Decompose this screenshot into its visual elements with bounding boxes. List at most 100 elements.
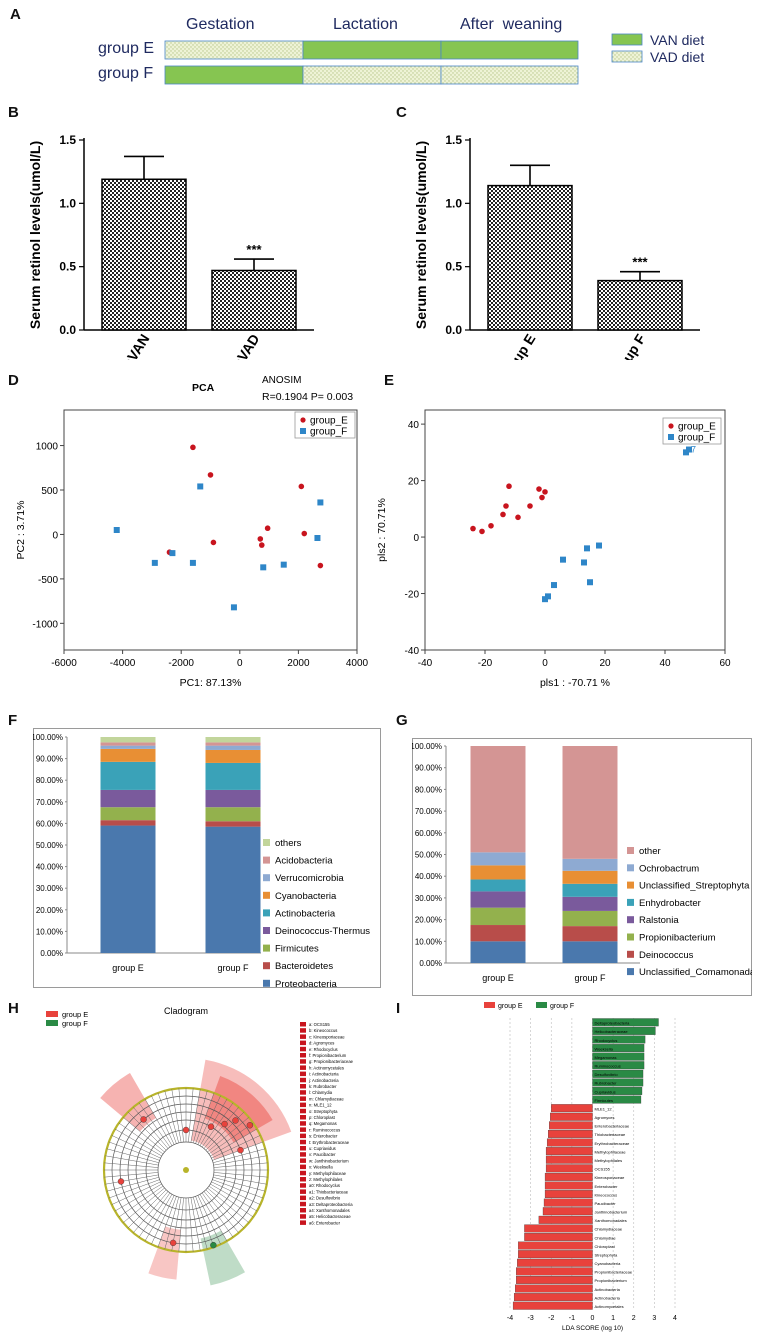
y-tick-label: 0.5 bbox=[445, 260, 462, 274]
segment-Acidobacteria bbox=[100, 742, 156, 746]
key-label: k: Rubrobacter bbox=[309, 1084, 337, 1089]
key-label: a2: Desulfovibrio bbox=[309, 1196, 341, 1201]
lda-bar-label: MLE1_12 bbox=[595, 1106, 613, 1111]
point-group_E bbox=[488, 522, 494, 529]
key-label: a6: Enterobacter bbox=[309, 1220, 341, 1225]
cladogram-branch bbox=[178, 1197, 184, 1252]
lda-bar bbox=[592, 1052, 645, 1061]
segment-others bbox=[205, 737, 261, 743]
y-tick-label: 40.00% bbox=[415, 872, 442, 881]
key-swatch bbox=[300, 1102, 306, 1108]
point-group_F bbox=[686, 446, 692, 453]
point-group_F bbox=[189, 559, 196, 566]
key-label: f: Propionibacterium bbox=[309, 1053, 347, 1058]
key-label: n: MLE1_12 bbox=[309, 1103, 332, 1108]
lda-bar bbox=[592, 1078, 644, 1087]
point-group_F bbox=[260, 564, 267, 571]
key-swatch bbox=[300, 1071, 306, 1077]
x-axis-label: PC1: 87.13% bbox=[180, 677, 242, 689]
lda-bar-label: Helicobacteraceae bbox=[595, 1029, 629, 1034]
lda-bar bbox=[516, 1275, 593, 1284]
legend-swatch-Propionibacterium bbox=[627, 933, 634, 941]
y-tick-label: 70.00% bbox=[36, 798, 63, 807]
cladogram-branch bbox=[211, 1135, 261, 1159]
segment-Proteobacteria bbox=[100, 825, 156, 953]
segment-Verrucomicrobia bbox=[205, 745, 261, 750]
segment-Ochrobactrum bbox=[470, 852, 526, 866]
bar-mVAD bbox=[211, 269, 297, 331]
point-group_E bbox=[258, 542, 265, 548]
lda-bar bbox=[516, 1267, 593, 1276]
x-tick-label: -3 bbox=[528, 1315, 534, 1322]
timeline-group-E-seg-2 bbox=[440, 40, 579, 60]
cladogram-branch bbox=[207, 1117, 249, 1153]
legend-marker-group_F bbox=[300, 428, 306, 434]
legend-swatch-Proteobacteria bbox=[263, 979, 270, 987]
cladogram-branch bbox=[106, 1177, 160, 1192]
lda-bar-label: Propionibacterium bbox=[595, 1278, 628, 1283]
cladogram-branch bbox=[127, 1189, 167, 1229]
lda-bar-label: Enterobacteriaceae bbox=[595, 1124, 630, 1129]
key-label: b: Kineococcus bbox=[309, 1028, 337, 1033]
cladogram-branch bbox=[108, 1141, 160, 1161]
point-group_E bbox=[539, 494, 545, 501]
y-tick-label: 60.00% bbox=[415, 829, 442, 838]
point-group_F bbox=[113, 527, 120, 533]
y-tick-label: 0.0 bbox=[59, 323, 76, 337]
cladogram-branch bbox=[188, 1088, 194, 1143]
segment-Enhydrobacter bbox=[562, 883, 618, 897]
y-tick-label: 1.0 bbox=[59, 196, 76, 210]
point-group_F bbox=[560, 556, 566, 563]
legend-swatch-Deinococcus-Thermus bbox=[263, 927, 270, 934]
cladogram-branch bbox=[151, 1195, 175, 1245]
lda-bar-label: Deltaproteobacteria bbox=[595, 1021, 631, 1026]
cladogram-branch bbox=[151, 1095, 175, 1145]
cladogram-node bbox=[169, 1239, 177, 1247]
key-label: a4: Xanthomonadales bbox=[309, 1208, 350, 1213]
cladogram-branch bbox=[201, 1102, 234, 1148]
plot-frame bbox=[63, 409, 358, 651]
segment-Ralstonia bbox=[470, 891, 526, 908]
cladogram-node bbox=[221, 1120, 228, 1128]
segment-Verrucomicrobia bbox=[100, 745, 156, 749]
legend-swatch-Verrucomicrobia bbox=[263, 874, 270, 882]
key-label: s: Enterobacter bbox=[309, 1134, 338, 1139]
key-swatch bbox=[300, 1059, 306, 1064]
timeline-group-F-seg-0 bbox=[164, 65, 304, 85]
segment-Cyanobacteria bbox=[205, 749, 261, 763]
lda-bar bbox=[544, 1172, 593, 1181]
cladogram-branch bbox=[127, 1111, 167, 1151]
lda-bar-label: Megamonas bbox=[595, 1055, 617, 1060]
cladogram-branch bbox=[123, 1187, 165, 1223]
y-tick-label: 0.5 bbox=[59, 260, 76, 274]
cladogram-branch bbox=[212, 1177, 266, 1192]
key-label: x: Weeksella bbox=[309, 1165, 333, 1170]
y-tick-label: 100.00% bbox=[412, 742, 442, 751]
cladogram-branch bbox=[195, 1092, 215, 1144]
x-category-label: group E bbox=[482, 973, 514, 983]
x-tick-label: 2 bbox=[632, 1315, 636, 1322]
segment-Unclassified_Comamonadaceae bbox=[562, 941, 618, 963]
key-label: z: Methylophilales bbox=[309, 1177, 342, 1182]
legend-label-Ralstonia: Ralstonia bbox=[639, 915, 679, 926]
segment-Propionibacterium bbox=[562, 910, 618, 927]
point-group_E bbox=[298, 483, 305, 490]
point-group_E bbox=[470, 525, 476, 532]
cladogram-node bbox=[237, 1146, 244, 1154]
key-swatch bbox=[300, 1115, 306, 1120]
y-tick-label: 10.00% bbox=[36, 927, 63, 936]
cladogram-branch bbox=[111, 1135, 161, 1159]
lda-bar-label: Chlamydiae bbox=[595, 1235, 617, 1240]
key-swatch bbox=[300, 1096, 306, 1101]
lda-bar-label: Rhodocyclus bbox=[595, 1038, 618, 1043]
legend-label-other: other bbox=[639, 846, 661, 857]
chart-e-plsda: -40 -20 0 20 40 60 -40 -20 0 20 40 group_Egroup_Fpl… bbox=[376, 409, 731, 689]
point-group_F bbox=[169, 550, 176, 557]
legend-swatch-group-E bbox=[46, 1011, 58, 1017]
y-tick-label: 50.00% bbox=[415, 851, 442, 860]
y-axis-label: PC2 : 3.71% bbox=[15, 501, 27, 560]
key-label: e: Rhodocyclus bbox=[309, 1047, 338, 1052]
key-swatch bbox=[300, 1139, 306, 1145]
cladogram-branch bbox=[114, 1128, 162, 1157]
lda-bar-label: Methylophilales bbox=[595, 1158, 623, 1163]
